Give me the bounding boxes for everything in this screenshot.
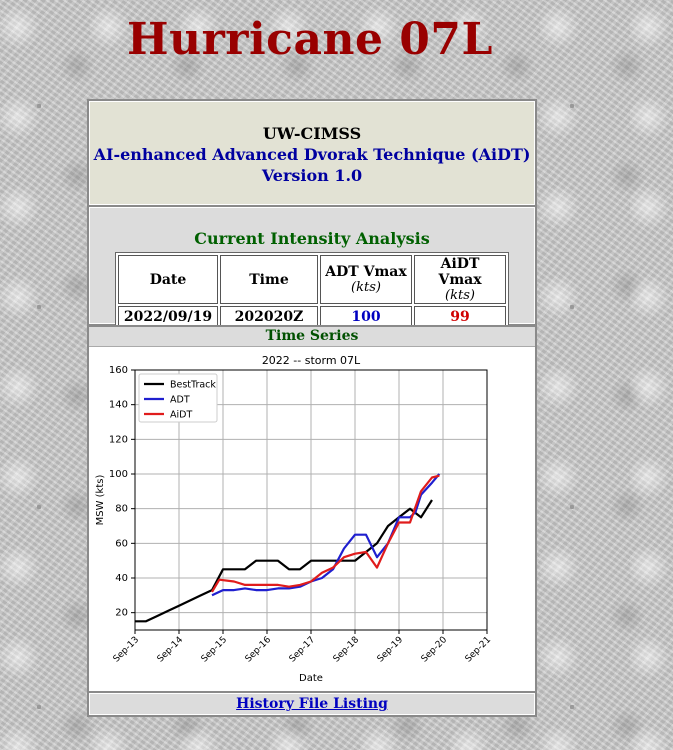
current-intensity-panel: Current Intensity Analysis Date Time ADT… [87,205,537,331]
organization-name: UW-CIMSS [262,124,362,143]
column-header-aidt: AiDT Vmax (kts) [414,255,506,304]
legend-label-aidt: AiDT [170,410,192,421]
y-tick-label: 60 [115,538,128,549]
cell-adt-vmax: 100 [320,306,412,328]
background-speck [570,305,574,309]
background-speck [570,705,574,709]
current-intensity-title: Current Intensity Analysis [194,229,430,248]
time-series-panel: Time Series Sep-13 Sep-14 Sep-15 Sep-16 Sep-… [87,325,537,693]
adt-header-label: ADT Vmax [325,264,407,280]
legend-label-adt: ADT [170,395,190,406]
x-tick-label: Sep-15 [200,635,229,664]
x-axis-label: Date [299,673,323,684]
x-tick-label: Sep-14 [156,635,186,665]
aidt-header-label: AiDT Vmax [438,256,482,288]
history-panel: History File Listing [87,691,537,717]
y-tick-label: 120 [109,434,128,445]
y-tick-label: 40 [115,573,128,584]
background-speck [570,505,574,509]
adt-units-label: (kts) [351,280,381,295]
besttrack-series-line [135,499,433,623]
y-tick-label: 20 [115,608,128,619]
x-tick-label: Sep-16 [244,635,274,665]
page-title: Hurricane 07L [127,14,493,65]
y-axis-label: MSW (kts) [95,475,106,526]
cell-time: 202020Z [220,306,318,328]
column-header-adt: ADT Vmax (kts) [320,255,412,304]
background-speck [37,505,41,509]
aidt-units-label: (kts) [445,288,475,303]
product-name: AI-enhanced Advanced Dvorak Technique (A… [93,145,531,164]
product-version: Version 1.0 [261,166,363,185]
x-tick-label: Sep-21 [464,635,493,664]
product-header-panel: UW-CIMSS AI-enhanced Advanced Dvorak Tec… [87,99,537,207]
background-speck [570,104,574,108]
x-tick-label: Sep-13 [112,635,141,664]
y-tick-label: 140 [109,400,128,411]
background-speck [37,104,41,108]
plot-frame [134,369,488,631]
x-tick-label: Sep-20 [420,635,450,665]
y-tick-label: 80 [115,504,128,515]
y-tick-label: 100 [109,469,128,480]
intensity-time-series-chart: Sep-13 Sep-14 Sep-15 Sep-16 Sep-17 Sep-18 Sep-… [95,354,493,684]
x-tick-label: Sep-17 [288,635,317,664]
current-intensity-table: Date Time ADT Vmax (kts) AiDT Vmax (kts)… [115,252,509,331]
chart-title: 2022 -- storm 07L [262,354,361,367]
x-tick-label: Sep-18 [332,635,362,665]
aidt-series-line [211,474,440,593]
x-tick-label: Sep-19 [376,635,406,665]
time-series-title: Time Series [89,327,535,347]
legend-box [138,373,218,423]
column-header-date: Date [118,255,218,304]
column-header-time: Time [220,255,318,304]
history-file-listing-link[interactable]: History File Listing [236,696,388,712]
cell-date: 2022/09/19 [118,306,218,328]
legend-label-besttrack: BestTrack [170,380,216,391]
background-speck [37,705,41,709]
y-tick-label: 160 [109,365,128,376]
background-speck [37,305,41,309]
